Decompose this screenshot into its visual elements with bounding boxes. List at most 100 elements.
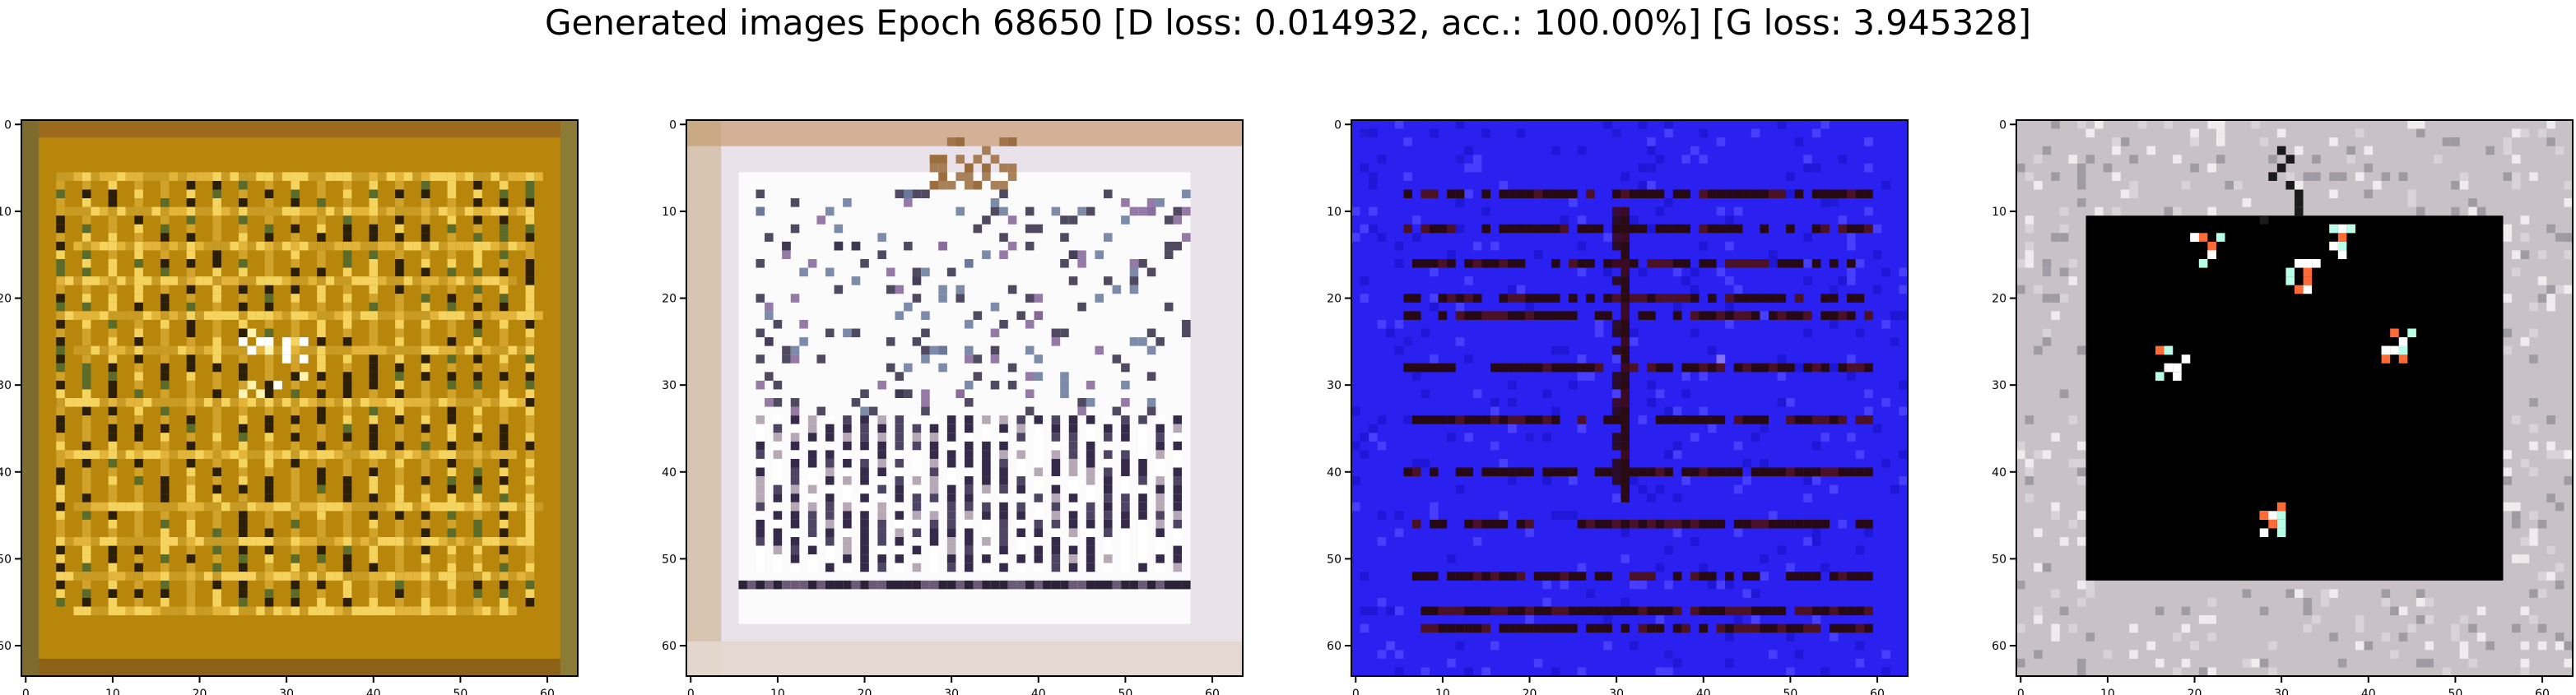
image-pixel (1104, 502, 1113, 512)
image-pixel (421, 519, 430, 529)
image-pixel (125, 276, 135, 285)
image-pixel (1164, 241, 1174, 251)
x-tick-label: 0 (22, 688, 30, 695)
image-pixel (160, 328, 170, 338)
image-pixel (965, 433, 974, 442)
image-pixel (1525, 363, 1534, 373)
image-pixel (430, 311, 439, 320)
image-pixel (1838, 276, 1848, 285)
image-pixel (2337, 658, 2347, 668)
image-pixel (160, 528, 170, 537)
image-pixel (1155, 450, 1165, 459)
image-pixel (946, 537, 956, 546)
image-pixel (247, 206, 257, 216)
image-pixel (956, 285, 965, 294)
image-pixel (447, 180, 457, 190)
image-pixel (1155, 198, 1165, 207)
image-pixel (212, 519, 221, 529)
image-pixel (1138, 554, 1147, 563)
image-pixel (186, 180, 196, 190)
image-pixel (1742, 363, 1751, 373)
image-pixel (1803, 467, 1812, 477)
image-pixel (447, 250, 457, 259)
image-pixel (825, 528, 835, 537)
image-pixel (134, 206, 143, 216)
image-pixel (1025, 580, 1035, 590)
image-pixel (1173, 450, 1183, 459)
image-pixel (1620, 424, 1630, 433)
image-pixel (195, 502, 204, 512)
image-pixel (860, 519, 869, 529)
image-pixel (1164, 250, 1174, 259)
image-pixel (525, 406, 535, 416)
image-pixel (1034, 528, 1044, 537)
image-pixel (2216, 155, 2225, 164)
image-pixel (1104, 467, 1113, 477)
image-pixel (1681, 189, 1690, 199)
image-pixel (1060, 389, 1069, 398)
image-pixel (1786, 259, 1795, 268)
image-pixel (525, 285, 535, 294)
image-pixel (1472, 537, 1482, 546)
image-pixel (756, 484, 765, 494)
image-pixel (2112, 206, 2121, 216)
image-pixel (2076, 163, 2086, 173)
image-pixel (2476, 206, 2486, 216)
image-pixel (1811, 441, 1821, 451)
image-pixel (1551, 467, 1560, 477)
image-pixel (912, 450, 922, 459)
image-pixel (1155, 493, 1165, 503)
image-pixel (1569, 511, 1578, 520)
image-pixel (2416, 615, 2425, 624)
image-pixel (1490, 606, 1500, 616)
image-pixel (56, 580, 65, 590)
image-pixel (203, 172, 213, 181)
image-pixel (1051, 580, 1061, 590)
image-pixel (239, 424, 248, 433)
image-pixel (1551, 572, 1560, 581)
image-pixel (317, 198, 326, 207)
image-pixel (264, 589, 274, 598)
image-pixel (1351, 206, 1360, 216)
image-pixel (125, 398, 135, 407)
image-pixel (273, 345, 282, 355)
image-pixel (2355, 641, 2364, 651)
image-pixel (2137, 120, 2147, 129)
image-pixel (499, 380, 509, 390)
image-pixel (1847, 259, 1856, 268)
image-pixel (965, 163, 974, 173)
image-pixel (1068, 276, 1078, 285)
image-pixel (790, 476, 800, 485)
image-pixel (317, 406, 326, 416)
image-pixel (2181, 606, 2191, 616)
image-pixel (256, 311, 265, 320)
image-pixel (369, 580, 379, 590)
image-pixel (178, 206, 187, 216)
image-pixel (1464, 163, 1473, 173)
image-pixel (447, 519, 457, 529)
image-pixel (1411, 233, 1421, 242)
image-pixel (2546, 294, 2555, 303)
image-pixel (1699, 406, 1709, 416)
image-pixel (317, 493, 326, 503)
image-pixel (2042, 328, 2052, 338)
image-pixel (1716, 137, 1726, 146)
image-pixel (1690, 606, 1700, 616)
image-pixel (160, 354, 170, 364)
image-pixel (2295, 180, 2304, 190)
image-pixel (1034, 441, 1044, 451)
image-pixel (1820, 189, 1830, 199)
image-pixel (1690, 572, 1700, 581)
image-pixel (999, 528, 1008, 537)
image-pixel (1086, 467, 1095, 477)
image-pixel (212, 580, 221, 590)
image-pixel (2085, 580, 2095, 590)
image-pixel (291, 241, 300, 251)
image-pixel (877, 528, 886, 537)
image-pixel (525, 398, 535, 407)
image-pixel (264, 545, 274, 555)
image-pixel (1481, 667, 1490, 676)
image-pixel (929, 554, 939, 563)
image-pixel (1577, 572, 1587, 581)
